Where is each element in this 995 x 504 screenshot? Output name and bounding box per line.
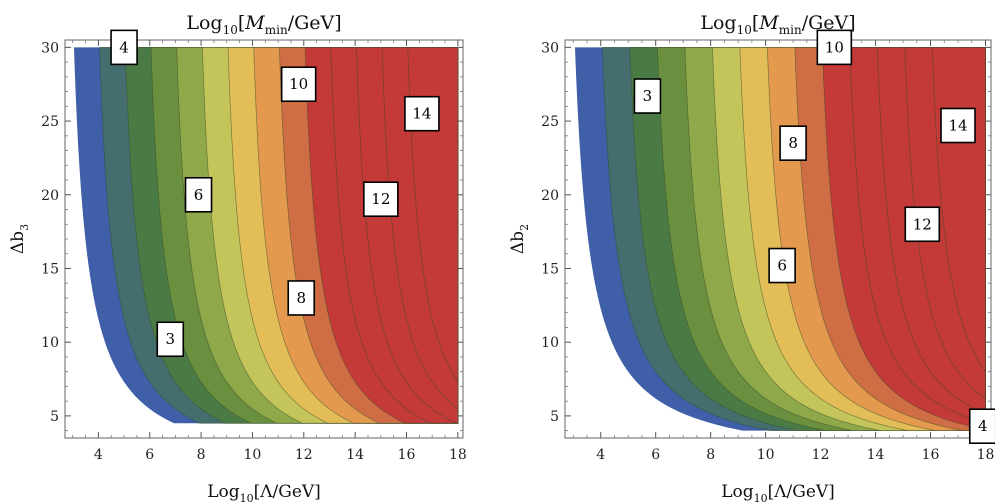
x-tick-label: 8 [706,447,715,463]
x-tick-label: 4 [94,447,103,463]
contour-label-3: 3 [156,321,185,358]
contour-label-box [633,78,662,114]
x-tick-label: 12 [812,447,830,463]
contour-label-text: 14 [412,105,431,123]
chart-title: Log10[Mmin/GeV] [700,12,855,37]
contour-label-text: 8 [296,289,306,307]
y-tick-label: 25 [541,114,559,130]
contour-label-4: 4 [110,29,138,66]
contour-label-10: 10 [816,29,853,66]
contour-label-box [287,280,316,316]
contour-label-12: 12 [363,181,399,217]
y-tick-label: 30 [41,40,59,56]
contour-label-box [404,95,440,132]
contour-label-6: 6 [184,176,213,213]
chart-panel-1: 4 6 8 10 12 14 16 18 5 10 15 20 25 30 3 4 6 8 10 12 14 Log10[… [8,12,467,504]
y-tick-label: 10 [41,335,59,351]
y-tick-label: 25 [41,114,59,130]
x-tick-label: 18 [977,447,995,463]
contour-label-text: 14 [948,116,967,134]
x-axis-label: Log10[Λ/GeV] [207,482,321,504]
contour-field [73,47,459,424]
contour-label-6: 6 [768,247,796,284]
x-tick-label: 10 [757,447,775,463]
contour-label-box [779,125,807,161]
contour-label-box [184,176,213,213]
contour-label-text: 3 [166,330,176,348]
contour-label-box [768,247,796,284]
x-tick-label: 6 [651,447,660,463]
contour-label-text: 3 [643,87,653,105]
contour-labels: 3 4 6 8 10 12 14 [110,29,440,358]
contour-label-box [110,29,138,66]
x-tick-label: 12 [295,447,313,463]
contour-label-14: 14 [940,107,976,144]
x-tick-label: 14 [346,447,364,463]
chart-title: Log10[Mmin/GeV] [186,12,341,37]
contour-label-text: 10 [289,75,308,93]
contour-label-text: 12 [371,190,390,208]
contour-label-text: 6 [777,257,787,275]
y-tick-label: 20 [541,188,559,204]
contour-label-text: 4 [119,38,129,56]
contour-label-14: 14 [404,95,440,132]
y-tick-label: 15 [41,261,59,277]
y-axis-label: Δb2 [508,224,531,254]
contour-label-box [940,107,976,144]
x-tick-label: 18 [449,447,467,463]
x-tick-label: 16 [922,447,940,463]
contour-label-box [280,66,317,103]
y-tick-label: 10 [541,335,559,351]
contour-label-3: 3 [633,78,662,114]
contour-label-8: 8 [779,125,807,161]
y-tick-label: 5 [50,409,59,425]
contour-label-text: 8 [788,134,798,152]
contour-label-text: 4 [978,417,988,435]
y-tick-label: 5 [550,409,559,425]
contour-label-box [904,206,941,243]
x-tick-label: 10 [244,447,262,463]
contour-label-8: 8 [287,280,316,316]
x-axis-label: Log10[Λ/GeV] [721,482,835,504]
axis-ticks: 4 6 8 10 12 14 16 18 5 10 15 20 25 30 [541,40,994,463]
contour-label-box [816,29,853,66]
x-tick-label: 8 [197,447,206,463]
contour-field [574,47,986,431]
contour-label-box [363,181,399,217]
contour-label-12: 12 [904,206,941,243]
y-tick-label: 15 [541,261,559,277]
x-tick-label: 16 [398,447,416,463]
contour-label-box [156,321,185,358]
chart-panel-2: 4 6 8 10 12 14 16 18 5 10 15 20 25 30 3 4 6 8 10 12 14 Log10[… [508,12,995,504]
y-tick-label: 20 [41,188,59,204]
contour-label-text: 12 [913,215,932,233]
x-tick-label: 4 [596,447,605,463]
y-axis-label: Δb3 [8,224,31,254]
contour-labels: 3 4 6 8 10 12 14 [633,29,995,445]
x-tick-label: 14 [867,447,885,463]
contour-label-text: 6 [194,186,204,204]
contour-label-10: 10 [280,66,317,103]
contour-label-4: 4 [968,408,995,445]
contour-label-box [968,408,995,445]
x-tick-label: 6 [145,447,154,463]
contour-label-text: 10 [825,38,844,56]
y-tick-label: 30 [541,40,559,56]
axis-ticks: 4 6 8 10 12 14 16 18 5 10 15 20 25 30 [41,40,467,463]
